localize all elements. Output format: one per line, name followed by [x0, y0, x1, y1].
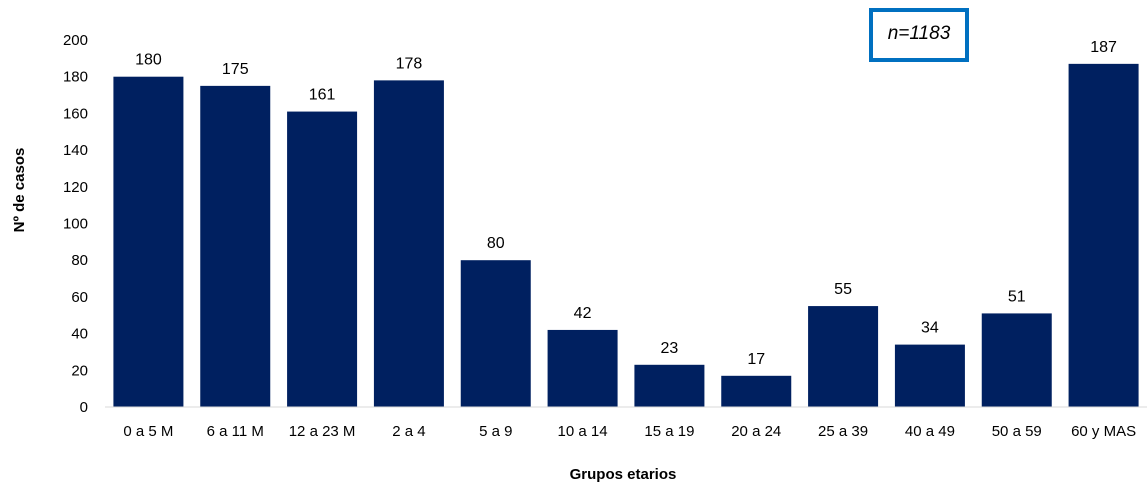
y-tick-label: 60: [71, 289, 88, 306]
x-tick-label: 20 a 24: [731, 423, 781, 440]
data-label: 34: [921, 320, 939, 337]
y-tick-label: 20: [71, 362, 88, 379]
bar: [373, 80, 444, 408]
data-label: 55: [834, 281, 852, 298]
bar: [547, 329, 618, 407]
y-axis-tick-labels: 0 20 40 60 80 100 120 140 160 180 200: [63, 32, 88, 416]
bar: [634, 364, 705, 407]
annotation-box: n=1183: [869, 8, 969, 62]
x-tick-label: 10 a 14: [558, 423, 608, 440]
bars-group: [113, 63, 1139, 408]
x-tick-label: 2 a 4: [392, 423, 425, 440]
x-tick-label: 50 a 59: [992, 423, 1042, 440]
bar: [113, 76, 184, 407]
data-label: 161: [309, 87, 336, 104]
bar: [981, 313, 1052, 407]
annotation-text: n=1183: [888, 23, 951, 44]
x-tick-label: 5 a 9: [479, 423, 512, 440]
x-tick-label: 40 a 49: [905, 423, 955, 440]
y-tick-label: 160: [63, 105, 88, 122]
x-tick-label: 25 a 39: [818, 423, 868, 440]
x-axis-tick-labels: 0 a 5 M 6 a 11 M 12 a 23 M 2 a 4 5 a 9 10 a 1…: [123, 423, 1136, 440]
annotation-border: [869, 8, 969, 62]
data-label: 175: [222, 61, 249, 78]
data-label: 180: [135, 52, 162, 69]
y-tick-label: 140: [63, 142, 88, 159]
data-label: 51: [1008, 288, 1026, 305]
y-tick-label: 80: [71, 252, 88, 269]
y-tick-label: 40: [71, 326, 88, 343]
x-tick-label: 0 a 5 M: [123, 423, 173, 440]
y-tick-label: 180: [63, 69, 88, 86]
data-label: 178: [396, 55, 423, 72]
x-tick-label: 60 y MAS: [1071, 423, 1136, 440]
data-label: 187: [1090, 39, 1117, 56]
bar: [1068, 63, 1139, 407]
x-tick-label: 12 a 23 M: [289, 423, 356, 440]
data-label: 17: [747, 351, 765, 368]
data-label: 42: [574, 305, 592, 322]
bar: [287, 111, 358, 407]
y-tick-label: 120: [63, 179, 88, 196]
y-tick-label: 100: [63, 216, 88, 233]
bar: [460, 260, 531, 407]
bar: [200, 85, 271, 407]
bar: [808, 306, 879, 407]
x-axis-title: Grupos etarios: [570, 466, 677, 483]
x-tick-label: 15 a 19: [644, 423, 694, 440]
y-axis-title: Nº de casos: [11, 148, 28, 233]
data-label: 23: [661, 340, 679, 357]
data-labels-group: 180 175 161 178 80 42 23 17 55 34 51 187: [135, 39, 1117, 368]
y-tick-label: 200: [63, 32, 88, 49]
x-tick-label: 6 a 11 M: [207, 423, 264, 440]
data-label: 80: [487, 235, 505, 252]
bar: [721, 375, 792, 407]
y-tick-label: 0: [80, 399, 88, 416]
bar: [894, 344, 965, 407]
